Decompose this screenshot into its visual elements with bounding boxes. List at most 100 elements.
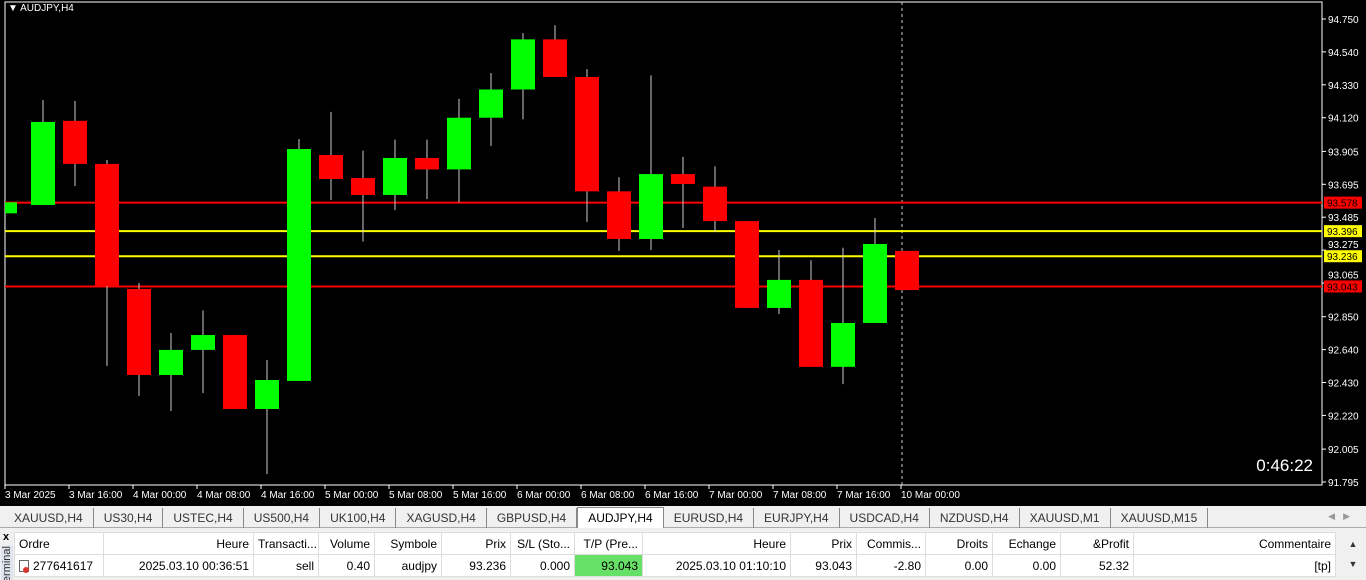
x-tick-label: 4 Mar 08:00	[197, 490, 251, 501]
column-header[interactable]: Droits	[925, 532, 993, 555]
tab-xauusd-m15[interactable]: XAUUSD,M15	[1111, 508, 1209, 528]
y-tick-label: 93.695	[1328, 180, 1359, 191]
table-cell: sell	[253, 554, 319, 577]
x-tick-label: 5 Mar 08:00	[389, 490, 443, 501]
tab-uk100-h4[interactable]: UK100,H4	[320, 508, 397, 528]
bearish-candle	[735, 221, 759, 308]
y-tick-label: 94.330	[1328, 81, 1359, 92]
bearish-candle	[799, 279, 823, 367]
tab-audjpy-h4[interactable]: AUDJPY,H4	[577, 507, 664, 528]
column-header[interactable]: &Profit	[1060, 532, 1134, 555]
bullish-candle	[31, 121, 55, 205]
y-tick-label: 94.750	[1328, 15, 1359, 26]
column-header[interactable]: S/L (Sto...	[510, 532, 575, 555]
x-tick-label: 6 Mar 08:00	[581, 490, 635, 501]
tab-ustec-h4[interactable]: USTEC,H4	[163, 508, 244, 528]
column-header[interactable]: Prix	[790, 532, 857, 555]
x-tick-label: 6 Mar 00:00	[517, 490, 571, 501]
chart-frame	[4, 1, 1323, 486]
table-cell: 2025.03.10 00:36:51	[103, 554, 254, 577]
cell-value: 2025.03.10 00:36:51	[138, 558, 249, 573]
bullish-candle	[287, 149, 311, 381]
table-cell: 93.236	[441, 554, 511, 577]
cell-value: 0.00	[1032, 558, 1056, 573]
table-scrollbar[interactable]: ▲ ▼	[1348, 539, 1358, 569]
y-tick-label: 92.005	[1328, 445, 1359, 456]
tab-gbpusd-h4[interactable]: GBPUSD,H4	[487, 508, 578, 528]
y-tick-label: 92.640	[1328, 346, 1359, 357]
table-cell: 0.00	[992, 554, 1061, 577]
bullish-candle	[255, 379, 279, 409]
y-tick-label: 93.275	[1328, 240, 1359, 251]
chart-tabs: XAUUSD,H4 US30,H4 USTEC,H4 US500,H4 UK100,H4…	[0, 507, 1366, 528]
tab-us500-h4[interactable]: US500,H4	[244, 508, 321, 528]
table-cell: 0.000	[510, 554, 575, 577]
tab-xagusd-h4[interactable]: XAGUSD,H4	[396, 508, 487, 528]
table-cell: 0.00	[925, 554, 993, 577]
tab-us30-h4[interactable]: US30,H4	[94, 508, 164, 528]
tab-scroll-arrows[interactable]: ◀▶	[1328, 511, 1358, 521]
tab-xauusd-h4[interactable]: XAUUSD,H4	[4, 508, 94, 528]
x-tick-label: 5 Mar 16:00	[453, 490, 507, 501]
column-header[interactable]: Symbole	[374, 532, 442, 555]
price-level-badge	[1324, 250, 1362, 263]
table-cell: 93.043	[790, 554, 857, 577]
column-header[interactable]: Ordre	[14, 532, 104, 555]
bullish-candle	[479, 89, 503, 118]
price-level-badge	[1324, 280, 1362, 293]
close-terminal-button[interactable]: x	[3, 531, 10, 543]
column-header[interactable]: Volume	[318, 532, 375, 555]
bearish-candle	[703, 186, 727, 222]
bearish-candle	[351, 178, 375, 195]
bearish-candle	[319, 155, 343, 179]
bearish-candle	[415, 157, 439, 170]
tab-xauusd-m1[interactable]: XAUUSD,M1	[1020, 508, 1111, 528]
column-header[interactable]: Echange	[992, 532, 1061, 555]
x-tick-label: 7 Mar 16:00	[837, 490, 891, 501]
tab-eurusd-h4[interactable]: EURUSD,H4	[664, 508, 755, 528]
cell-value: [tp]	[1314, 558, 1331, 573]
column-header[interactable]: Heure	[103, 532, 254, 555]
y-tick-label: 93.905	[1328, 147, 1359, 158]
table-cell: 0.40	[318, 554, 375, 577]
price-level-badge	[1324, 225, 1362, 238]
column-header[interactable]: Heure	[642, 532, 791, 555]
tab-nzdusd-h4[interactable]: NZDUSD,H4	[930, 508, 1020, 528]
price-level-badge	[1324, 196, 1362, 209]
column-header[interactable]: Transacti...	[253, 532, 319, 555]
bullish-candle	[831, 322, 855, 367]
price-chart[interactable]: 94.750 94.540 94.330 94.120 93.905 93.695 93.4…	[0, 0, 1366, 506]
bearish-candle	[95, 163, 119, 286]
tab-eurjpy-h4[interactable]: EURJPY,H4	[754, 508, 840, 528]
y-tick-label: 92.220	[1328, 411, 1359, 422]
table-cell: audjpy	[374, 554, 442, 577]
symbol-label: AUDJPY,H4	[20, 3, 74, 14]
y-tick-label: 93.065	[1328, 270, 1359, 281]
x-tick-label: 7 Mar 08:00	[773, 490, 827, 501]
column-header[interactable]: T/P (Pre...	[574, 532, 643, 555]
table-row[interactable]: 277641617 2025.03.10 00:36:51 sell 0.40 audj…	[14, 554, 1336, 577]
x-tick-label: 7 Mar 00:00	[709, 490, 763, 501]
cell-value: 2025.03.10 01:10:10	[675, 558, 786, 573]
chart-title[interactable]: ▼ AUDJPY,H4	[8, 3, 74, 14]
bullish-candle	[447, 117, 471, 170]
table-cell: -2.80	[856, 554, 926, 577]
bullish-candle	[767, 279, 791, 308]
bearish-candle	[575, 76, 599, 192]
column-header[interactable]: Commentaire	[1133, 532, 1336, 555]
column-header[interactable]: Prix	[441, 532, 511, 555]
trade-history-table: Ordre Heure Transacti... Volume Symbole Prix S…	[14, 532, 1336, 577]
table-cell: 93.043	[574, 554, 643, 577]
column-header[interactable]: Commis...	[856, 532, 926, 555]
bearish-candle	[671, 174, 695, 184]
cell-value: -2.80	[893, 558, 921, 573]
y-tick-label: 92.430	[1328, 379, 1359, 390]
bullish-candle	[5, 202, 17, 214]
cell-value: 52.32	[1098, 558, 1129, 573]
tab-usdcad-h4[interactable]: USDCAD,H4	[840, 508, 930, 528]
x-tick-label: 3 Mar 2025	[5, 490, 56, 501]
y-tick-label: 93.485	[1328, 213, 1359, 224]
cell-value: 277641617	[33, 558, 94, 573]
price-level-label: 93.396	[1327, 227, 1358, 238]
candlestick-chart[interactable]: 94.750 94.540 94.330 94.120 93.905 93.695 93.4…	[0, 0, 1366, 506]
